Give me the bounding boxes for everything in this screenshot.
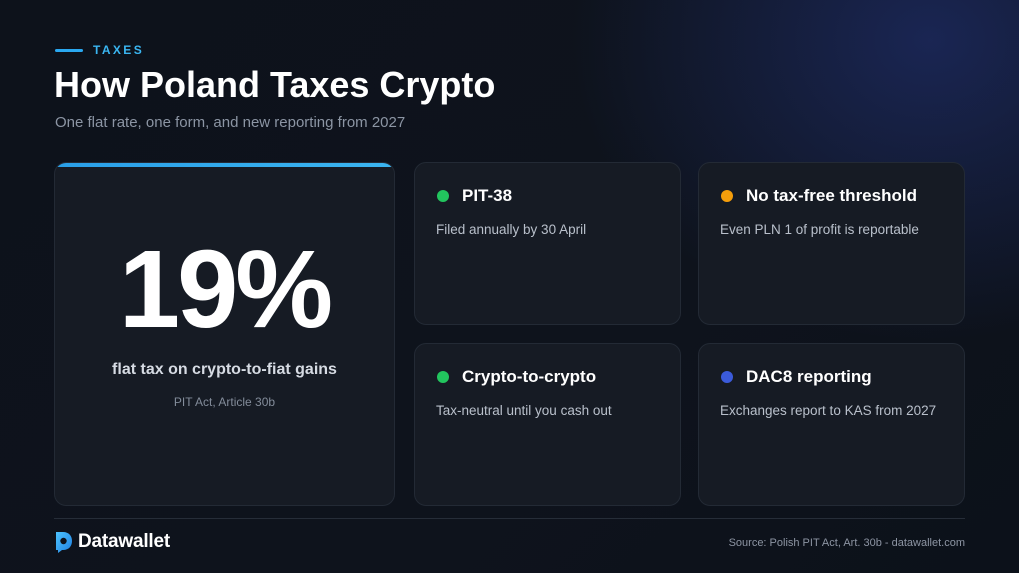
status-dot (437, 190, 449, 202)
card-title: DAC8 reporting (746, 367, 872, 386)
card-header: Crypto-to-crypto (437, 367, 596, 387)
card-title: Crypto-to-crypto (462, 367, 597, 386)
card-title: PIT-38 (462, 186, 513, 205)
card-header: PIT-38 (437, 186, 512, 206)
info-card-crypto-to-crypto: Crypto-to-crypto Tax-neutral until you c… (414, 343, 681, 506)
footer-divider (54, 518, 965, 519)
eyebrow: TAXES (55, 43, 144, 57)
card-header: No tax-free threshold (721, 186, 917, 206)
card-body: Even PLN 1 of profit is reportable (720, 222, 919, 237)
datawallet-logo-icon (56, 532, 72, 553)
brand-name: Datawallet (78, 531, 170, 552)
page-title: How Poland Taxes Crypto (54, 64, 496, 105)
info-card-pit-38: PIT-38 Filed annually by 30 April (414, 162, 681, 325)
status-dot (721, 190, 733, 202)
card-title: No tax-free threshold (746, 186, 917, 205)
page-subtitle: One flat rate, one form, and new reporti… (55, 114, 406, 131)
info-card-dac8: DAC8 reporting Exchanges report to KAS f… (698, 343, 965, 506)
card-body: Exchanges report to KAS from 2027 (720, 403, 937, 418)
info-card-no-threshold: No tax-free threshold Even PLN 1 of prof… (698, 162, 965, 325)
status-dot (721, 371, 733, 383)
status-dot (437, 371, 449, 383)
hero-accent-bar (55, 163, 394, 167)
card-body: Tax-neutral until you cash out (436, 403, 612, 418)
source-note: Source: Polish PIT Act, Art. 30b - dataw… (728, 537, 965, 549)
eyebrow-label: TAXES (93, 43, 145, 57)
brand: Datawallet (54, 531, 170, 553)
hero-card: 19% flat tax on crypto-to-fiat gains PIT… (54, 162, 395, 506)
card-header: DAC8 reporting (721, 367, 872, 387)
eyebrow-accent-line (55, 48, 83, 52)
hero-caption: flat tax on crypto-to-fiat gains (112, 361, 337, 378)
card-body: Filed annually by 30 April (436, 222, 587, 237)
hero-rate: 19% (118, 228, 333, 351)
hero-source: PIT Act, Article 30b (173, 395, 276, 409)
